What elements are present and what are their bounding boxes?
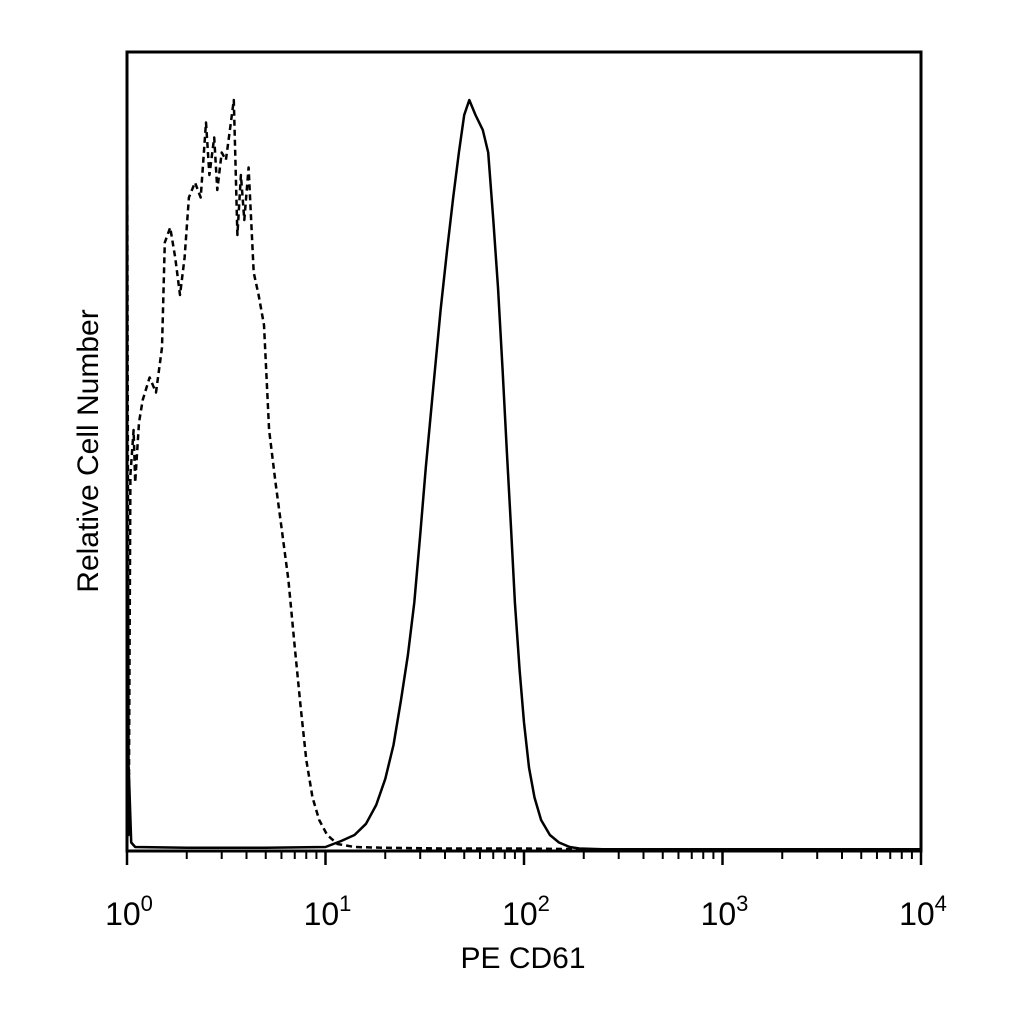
x-tick-label: 103 (701, 891, 749, 932)
x-tick-label: 104 (899, 891, 947, 932)
x-axis-label: PE CD61 (460, 942, 585, 975)
x-tick-label: 101 (304, 891, 352, 932)
series-line-dashed (125, 54, 921, 851)
series-line-solid (125, 98, 921, 851)
x-tick-label: 100 (105, 891, 153, 932)
x-axis-ticks (125, 851, 923, 865)
y-axis-label: Relative Cell Number (72, 309, 105, 592)
x-tick-labels: 100 101 102 103 104 (105, 891, 947, 932)
series-layer (125, 54, 921, 851)
x-tick-label: 102 (502, 891, 550, 932)
